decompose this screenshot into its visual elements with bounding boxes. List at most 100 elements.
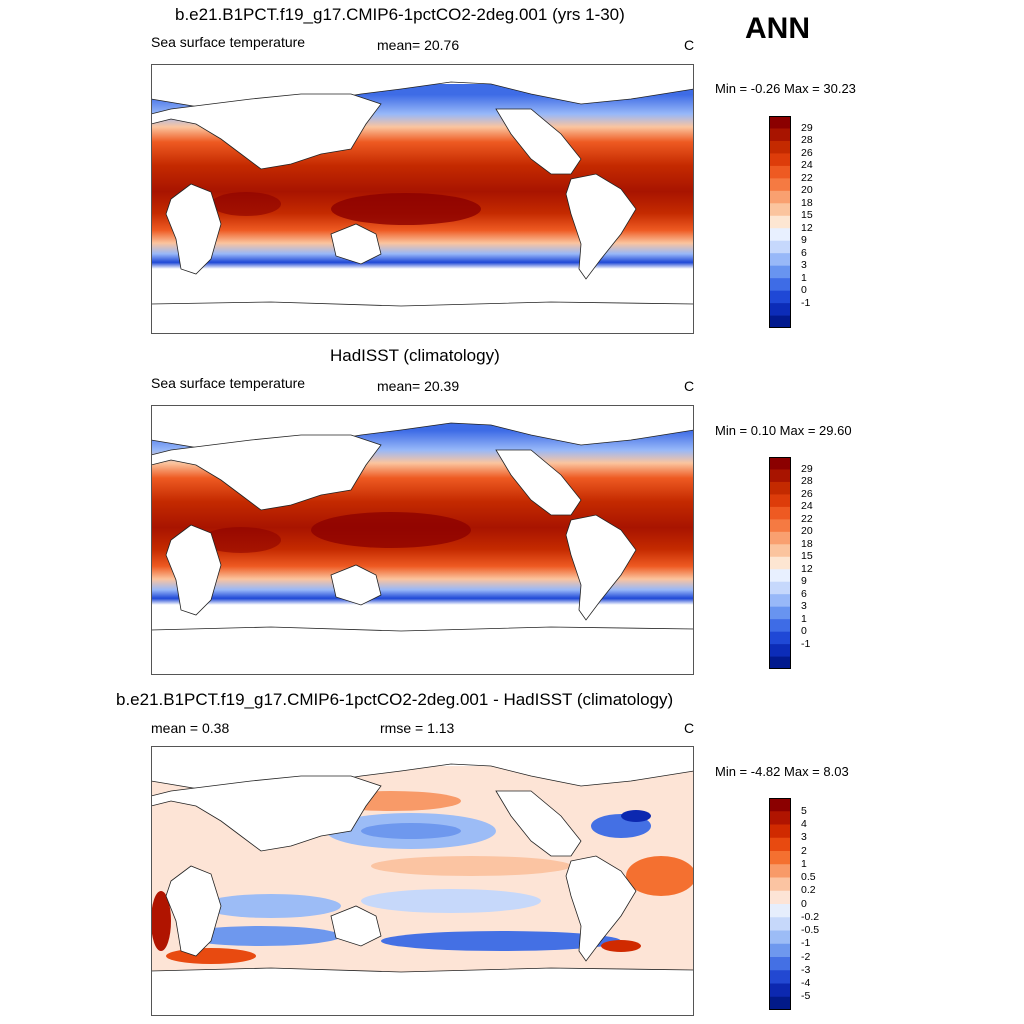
colorbar-swatch [769,457,791,470]
panel1-variable-label: Sea surface temperature [151,34,306,50]
colorbar-level-label: 0.2 [801,884,816,897]
panel1-map-svg [151,64,694,334]
colorbar-swatch [769,190,791,204]
colorbar-swatch [769,644,791,657]
colorbar-swatch [769,178,791,192]
colorbar-level-label: 9 [801,575,807,588]
colorbar-level-label: 28 [801,475,813,488]
colorbar-swatch [769,631,791,645]
colorbar-swatch [769,494,791,508]
panel3-colorbar-svg [769,798,791,1010]
panel2-mean-label: mean= 20.39 [377,378,460,394]
colorbar-swatch [769,798,791,812]
colorbar-level-label: -1 [801,296,811,309]
panel3-title: b.e21.B1PCT.f19_g17.CMIP6-1pctCO2-2deg.0… [116,690,674,709]
colorbar-swatch [769,556,791,570]
colorbar-level-label: 3 [801,831,807,844]
colorbar-swatch [769,569,791,583]
colorbar-level-label: 0 [801,625,807,638]
colorbar-level-label: 6 [801,246,807,259]
colorbar-swatch [769,315,791,328]
colorbar-level-label: 9 [801,234,807,247]
panel2-minmax-label: Min = 0.10 Max = 29.60 [715,423,852,438]
colorbar-swatch [769,303,791,316]
colorbar-swatch [769,824,791,839]
colorbar-swatch [769,278,791,291]
colorbar-swatch [769,203,791,217]
colorbar-level-label: 28 [801,134,813,147]
colorbar-level-label: 29 [801,463,813,475]
panel1-map-frame [151,64,694,334]
colorbar-level-label: 2 [801,844,807,857]
colorbar-swatch [769,544,791,558]
panel2-variable-label: Sea surface temperature [151,375,306,391]
panel3-continents [151,746,694,1016]
colorbar-level-label: 18 [801,537,813,550]
panel1-units-label: C [684,37,695,53]
panel2-map [151,405,694,675]
colorbar-level-label: 1 [801,857,807,870]
colorbar-swatch [769,481,791,495]
colorbar-level-label: 6 [801,587,807,600]
colorbar-level-label: 22 [801,171,813,184]
colorbar-level-label: 20 [801,525,813,538]
colorbar-level-label: 29 [801,122,813,134]
panel1-warm-pool [331,193,481,225]
colorbar-swatch [769,996,791,1010]
colorbar-level-label: -0.2 [801,910,820,923]
colorbar-level-label: 1 [801,271,807,284]
colorbar-level-label: 1 [801,612,807,625]
colorbar-swatch [769,228,791,242]
colorbar-swatch [769,519,791,533]
colorbar-level-label: -1 [801,637,811,650]
colorbar-level-label: 18 [801,196,813,209]
panel3-mean-label: mean = 0.38 [151,720,230,736]
colorbar-swatch [769,606,791,620]
panel1-map [151,64,694,334]
colorbar-level-label: 4 [801,818,807,830]
colorbar-swatch [769,930,791,945]
colorbar-level-label: -1 [801,937,811,950]
colorbar-level-label: 12 [801,562,813,575]
panel2-continents [151,405,694,675]
colorbar-level-label: 15 [801,209,813,222]
colorbar-swatch [769,594,791,607]
panel2-units-label: C [684,378,695,394]
colorbar-swatch [769,531,791,545]
panel1-mean-label: mean= 20.76 [377,37,460,53]
panel1-indian-warm [211,192,281,216]
colorbar-level-label: 12 [801,221,813,234]
panel3-colorbar [769,798,791,1010]
colorbar-level-label: 26 [801,146,813,159]
colorbar-swatch [769,851,791,865]
colorbar-swatch [769,957,791,971]
colorbar-level-label: 0.5 [801,871,816,883]
colorbar-swatch [769,290,791,304]
season-label: ANN [745,12,810,45]
panel3-map-svg [151,746,694,1016]
colorbar-swatch [769,140,791,154]
colorbar-level-label: -5 [801,990,811,1003]
colorbar-frame [769,116,791,328]
colorbar-swatch [769,983,791,998]
colorbar-swatch [769,943,791,958]
colorbar-level-label: -4 [801,977,811,989]
panel3-map [151,746,694,1016]
colorbar-level-label: -3 [801,963,811,976]
colorbar-level-label: 20 [801,184,813,197]
panel2-title: HadISST (climatology) [330,346,500,365]
panel3-units-label: C [684,720,695,736]
panel3-minmax-label: Min = -4.82 Max = 8.03 [715,764,849,779]
colorbar-swatch [769,890,791,905]
panel1-title: b.e21.B1PCT.f19_g17.CMIP6-1pctCO2-2deg.0… [175,5,625,24]
colorbar-level-label: 3 [801,600,807,613]
panel2-map-svg [151,405,694,675]
colorbar-level-label: -0.5 [801,924,820,936]
panel1-minmax-label: Min = -0.26 Max = 30.23 [715,81,856,96]
colorbar-swatch [769,153,791,167]
colorbar-swatch [769,116,791,129]
colorbar-level-label: 24 [801,159,813,172]
colorbar-swatch [769,619,791,632]
panel1-continents [151,64,694,334]
colorbar-level-label: 15 [801,550,813,563]
